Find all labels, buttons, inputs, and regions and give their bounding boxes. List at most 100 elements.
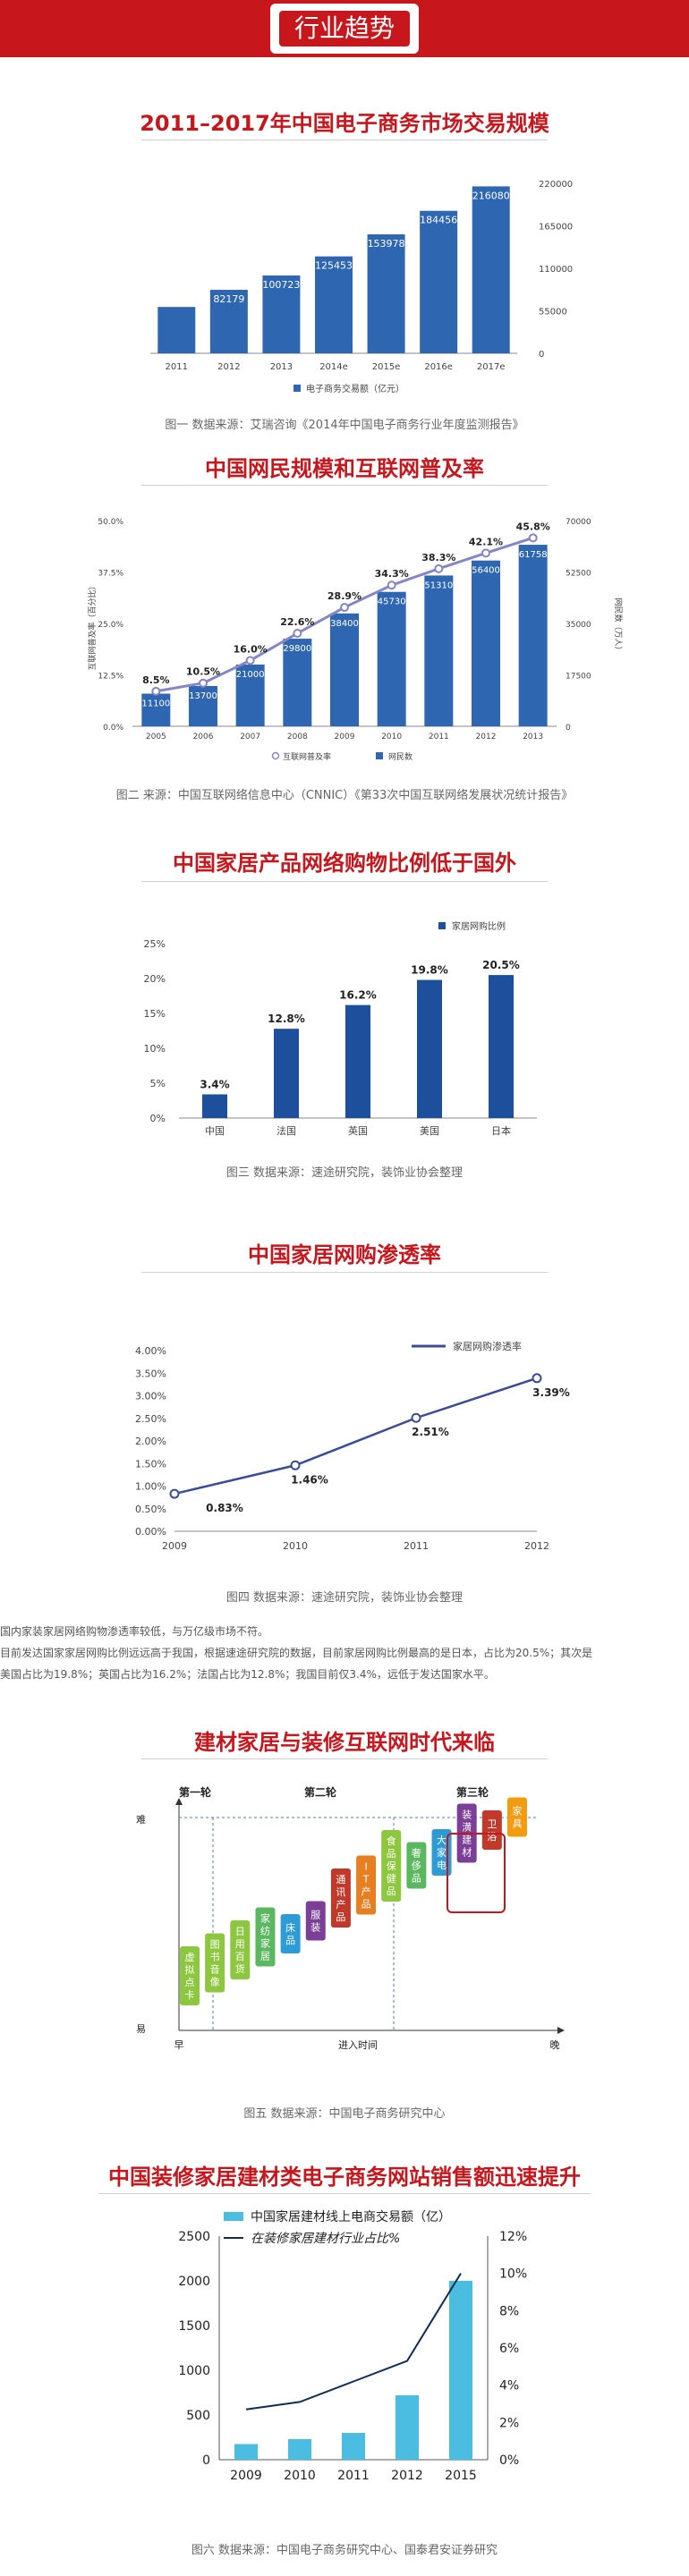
category-label: 材	[462, 1846, 472, 1859]
bar	[345, 1004, 370, 1118]
bar-data-label: 12.8%	[268, 1013, 305, 1025]
bar	[315, 256, 353, 353]
x-tick-label: 2017e	[477, 362, 506, 372]
category-label: 健	[387, 1873, 396, 1885]
x-tick-label: 中国	[205, 1125, 225, 1137]
paragraph-3: 美国占比为19.8%；英国占比为16.2%；法国占比为12.8%；我国目前仅3.…	[0, 1668, 495, 1681]
y-tick-label: 3.50%	[135, 1368, 166, 1379]
line-point	[434, 564, 444, 573]
penetration-line	[174, 1377, 538, 1496]
bar	[449, 2281, 472, 2460]
line-data-label: 3.39%	[532, 1386, 570, 1399]
chart-furniture-online-ratio: 25% 20% 15% 10% 5% 0% 家居网购比例 3.4% 中国 12.8% 法国 16.2%…	[144, 920, 537, 1137]
line-data-label: 1.46%	[291, 1473, 328, 1486]
y-right-tick-label: 8%	[499, 2304, 519, 2318]
caption-2: 图二 来源：中国互联网络信息中心（CNNIC）《第33次中国互联网络发展状况统计…	[115, 789, 574, 802]
y-tick-label: 1.50%	[135, 1458, 166, 1470]
category-label: 居	[260, 1951, 270, 1962]
category-label: 装	[462, 1809, 472, 1821]
y-tick-label: 20%	[144, 973, 166, 985]
bar	[157, 307, 196, 353]
bar-data-label: 216080	[472, 190, 510, 201]
section-rule-3	[141, 881, 548, 882]
category-label: 音	[210, 1963, 220, 1976]
category-label: 服	[310, 1910, 320, 1921]
section-title-5: 建材家居与装修互联网时代来临	[194, 1730, 495, 1755]
x-tick-label: 2009	[335, 733, 355, 741]
line-point	[481, 548, 490, 558]
category-label: I	[364, 1861, 367, 1873]
category-label: 保	[387, 1860, 396, 1872]
category-box	[205, 1933, 225, 1993]
bar-data-label: 29800	[283, 644, 311, 654]
line-data-label: 45.8%	[516, 521, 550, 532]
x-tick-label: 法国	[276, 1124, 296, 1137]
bar	[367, 234, 405, 353]
bar	[234, 2444, 258, 2460]
category-label: 品	[336, 1911, 345, 1923]
x-tick-label: 2016e	[424, 362, 453, 372]
y-left-tick-label: 0	[202, 2453, 210, 2468]
section-title-1: 2011–2017年中国电子商务市场交易规模	[140, 111, 549, 136]
category-box	[406, 1842, 427, 1889]
y-tick-label: 25%	[144, 938, 166, 950]
bar-data-label: 61758	[519, 550, 548, 560]
y-left-tick-label: 1500	[178, 2319, 210, 2334]
share-line	[245, 2273, 462, 2411]
x-tick-label: 2009	[230, 2469, 262, 2483]
category-label: 品	[387, 1848, 396, 1860]
category-label: 卫	[487, 1818, 497, 1830]
category-label: 纺	[260, 1925, 270, 1937]
line-point	[340, 603, 349, 613]
bar	[472, 560, 500, 726]
section-title-2: 中国网民规模和互联网普及率	[205, 456, 484, 481]
phase-label: 第一轮	[179, 1785, 212, 1799]
category-label: 侈	[412, 1860, 421, 1872]
x-axis-end-label: 晚	[550, 2039, 560, 2051]
bar-data-label: 125453	[315, 260, 353, 272]
section-rule-5	[141, 1758, 548, 1759]
y-left-tick-label: 0.0%	[103, 724, 123, 733]
category-label: 装	[310, 1922, 320, 1934]
paragraph-1: 国内家装家居网络购物渗透率较低，与万亿级市场不符。	[0, 1625, 269, 1638]
category-box	[180, 1946, 200, 2005]
line-point	[169, 1488, 180, 1499]
y-tick-label: 2.00%	[135, 1436, 166, 1447]
section-title-4: 中国家居网购渗透率	[248, 1242, 441, 1267]
y-tick-label: 55000	[539, 308, 567, 318]
y-left-tick-label: 2500	[178, 2230, 210, 2244]
paragraph-2: 目前发达国家家居网购比例远远高于我国，根据速途研究院的数据，目前家居网购比例最高…	[0, 1647, 593, 1659]
line-point	[151, 686, 161, 696]
y-tick-label: 0%	[150, 1113, 166, 1124]
y-tick-label: 0.00%	[135, 1526, 166, 1538]
line-data-label: 0.83%	[206, 1502, 243, 1514]
bar	[489, 975, 514, 1118]
highlight-box	[447, 1833, 506, 1913]
y-tick-label: 2.50%	[135, 1413, 166, 1425]
category-box	[330, 1868, 351, 1928]
category-label: 奢	[412, 1847, 421, 1860]
category-label: 建	[462, 1834, 472, 1846]
chart-ecommerce-scale: 220000 165000 110000 55000 0 2011 82179 2012 100…	[150, 180, 573, 394]
category-label: 具	[513, 1818, 523, 1830]
line-point	[387, 580, 396, 590]
category-box	[230, 1920, 251, 1979]
legend-label-line: 互联网普及率	[283, 751, 331, 762]
category-label: 家	[513, 1805, 523, 1818]
x-tick-label: 2010	[283, 1540, 308, 1552]
bar-data-label: 21000	[236, 670, 265, 680]
y-right-tick-label: 4%	[499, 2379, 519, 2394]
caption-5: 图五 数据来源：中国电子商务研究中心	[243, 2107, 446, 2121]
bar	[424, 575, 454, 726]
category-label: 像	[210, 1977, 220, 1988]
legend-label-line: 在装修家居建材行业占比%	[251, 2232, 400, 2246]
chart-netizen-scale: 50.0% 37.5% 25.0% 12.5% 0.0% 70000 52500 35000 1…	[87, 518, 624, 762]
bar-data-label: 100723	[262, 279, 300, 291]
y-tick-label: 5%	[150, 1078, 166, 1089]
bar	[518, 545, 548, 726]
y-tick-label: 0	[539, 350, 544, 360]
x-axis-start-label: 早	[174, 2039, 184, 2051]
legend-label-bar: 网民数	[388, 751, 413, 762]
bar	[262, 275, 301, 353]
